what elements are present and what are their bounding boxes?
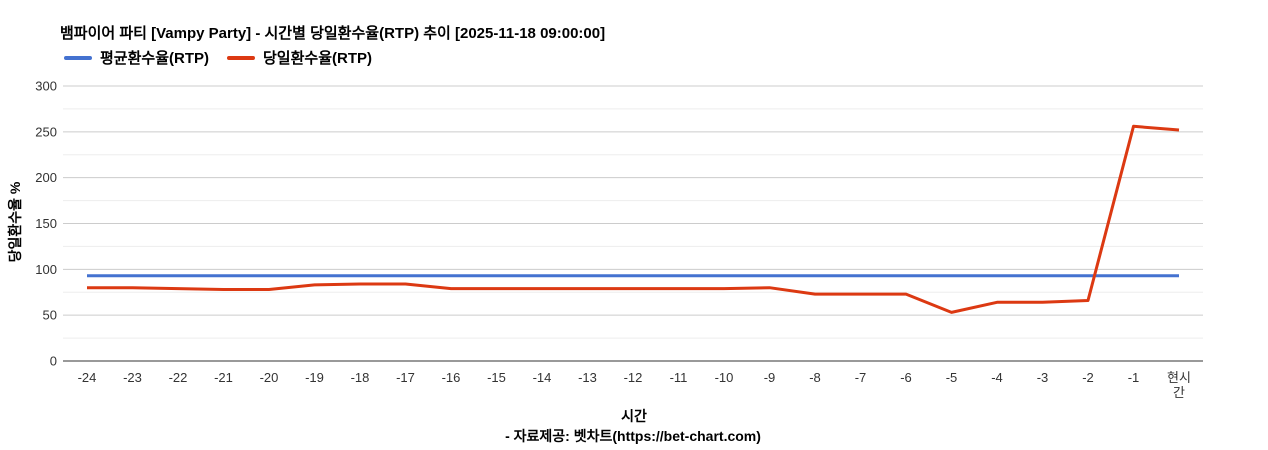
x-tick-label: -16 — [442, 370, 461, 385]
gridlines — [63, 85, 1203, 362]
x-tick-label: -2 — [1082, 370, 1094, 385]
x-tick-label: -19 — [305, 370, 324, 385]
series-lines — [87, 124, 1180, 314]
y-tick-label: 0 — [50, 354, 57, 369]
y-tick-label: 100 — [35, 262, 57, 277]
legend-item-daily-rtp: 당일환수율(RTP) — [227, 47, 372, 68]
x-tick-label: -9 — [764, 370, 776, 385]
x-axis-title: 시간 — [621, 408, 647, 424]
x-tick-label: -7 — [855, 370, 867, 385]
legend-swatch-average-rtp — [64, 55, 92, 60]
x-tick-label: -14 — [533, 370, 552, 385]
x-tick-label: -13 — [578, 370, 597, 385]
x-tick-label: -18 — [351, 370, 370, 385]
x-tick-label: -20 — [260, 370, 279, 385]
legend-swatch-daily-rtp — [227, 55, 255, 60]
x-tick-label: -5 — [946, 370, 958, 385]
legend-label-average-rtp: 평균환수율(RTP) — [100, 50, 209, 67]
y-tick-label: 300 — [35, 79, 57, 94]
y-tick-label: 250 — [35, 124, 57, 139]
chart-title: 뱀파이어 파티 [Vampy Party] - 시간별 당일환수율(RTP) 추… — [60, 25, 606, 42]
legend-item-average-rtp: 평균환수율(RTP) — [64, 47, 209, 68]
x-tick-label: -24 — [78, 370, 97, 385]
y-tick-label: 150 — [35, 216, 57, 231]
source-caption: - 자료제공: 벳차트(https://bet-chart.com) — [505, 428, 761, 444]
y-tick-labels: 0 50 100 150 200 250 300 — [35, 79, 57, 369]
x-tick-label: -23 — [123, 370, 142, 385]
legend: 평균환수율(RTP) 당일환수율(RTP) — [64, 47, 372, 68]
x-tick-label: -4 — [991, 370, 1003, 385]
y-tick-label: 200 — [35, 170, 57, 185]
x-tick-label: -1 — [1128, 370, 1140, 385]
x-tick-label: -11 — [670, 370, 688, 385]
series-line-daily-rtp[interactable] — [87, 124, 1180, 314]
x-tick-label: -17 — [396, 370, 415, 385]
y-tick-label: 50 — [43, 308, 57, 323]
x-tick-label: -12 — [624, 370, 643, 385]
x-tick-label: -22 — [169, 370, 188, 385]
x-tick-label: -21 — [214, 370, 233, 385]
x-tick-label: -8 — [809, 370, 821, 385]
x-tick-label: -6 — [900, 370, 912, 385]
x-tick-label: 현시 간 — [1167, 370, 1191, 400]
legend-label-daily-rtp: 당일환수율(RTP) — [263, 50, 372, 67]
x-tick-label: -3 — [1037, 370, 1049, 385]
x-tick-labels: -24 -23 -22 -21 -20 -19 -18 -17 -16 -15 -14 -13 -12 -… — [78, 370, 1191, 400]
x-tick-label: -15 — [487, 370, 506, 385]
x-tick-label: -10 — [715, 370, 734, 385]
